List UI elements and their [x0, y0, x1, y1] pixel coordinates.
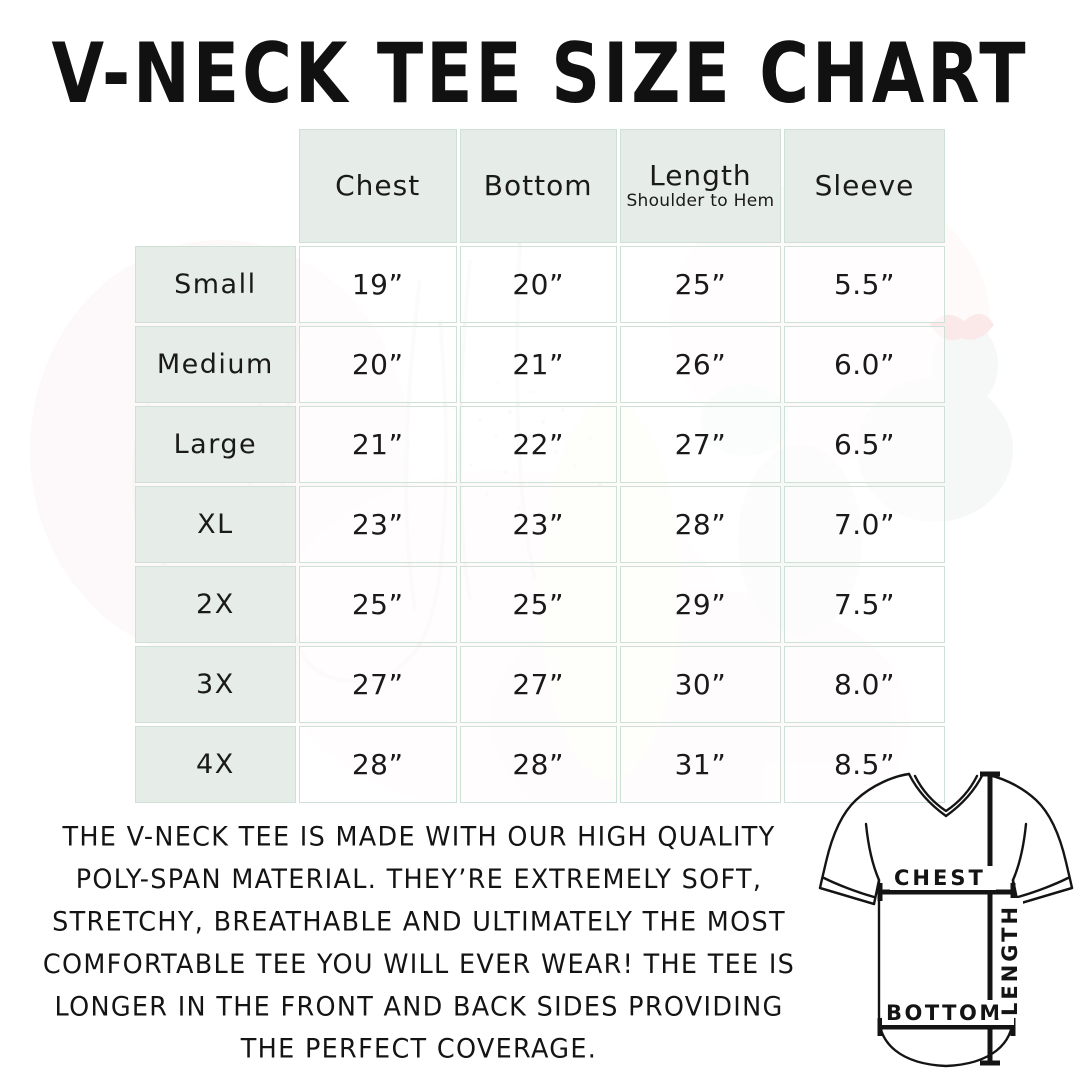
cell-chest: 23” [298, 486, 457, 563]
table-row: Large 21” 22” 27” 6.5” [135, 406, 945, 483]
diagram-label-chest: CHEST [894, 866, 986, 890]
cell-chest: 25” [298, 566, 457, 643]
table-row: 3X 27” 27” 30” 8.0” [135, 646, 945, 723]
cell-bottom: 23” [459, 486, 617, 563]
column-header-bottom-label: Bottom [483, 169, 593, 203]
column-header-chest: Chest [298, 129, 457, 243]
cell-length: 25” [619, 246, 781, 323]
column-header-chest-label: Chest [335, 169, 421, 203]
cell-chest: 19” [298, 246, 457, 323]
row-size-label: XL [135, 486, 296, 563]
cell-chest: 20” [298, 326, 457, 403]
table-row: 2X 25” 25” 29” 7.5” [135, 566, 945, 643]
cell-length: 29” [619, 566, 781, 643]
row-size-label: Small [135, 246, 296, 323]
cell-length: 26” [619, 326, 781, 403]
table-corner-cell [135, 129, 296, 243]
page-title: V-NECK TEE SIZE CHART [51, 25, 1029, 122]
cell-length: 28” [619, 486, 781, 563]
cell-length: 30” [619, 646, 781, 723]
row-size-label: 4X [135, 726, 296, 803]
column-header-length: Length Shoulder to Hem [619, 129, 781, 243]
cell-bottom: 28” [459, 726, 617, 803]
row-size-label: 3X [135, 646, 296, 723]
cell-sleeve: 6.0” [784, 326, 945, 403]
cell-bottom: 21” [459, 326, 617, 403]
cell-sleeve: 7.0” [784, 486, 945, 563]
cell-bottom: 22” [459, 406, 617, 483]
column-header-bottom: Bottom [459, 129, 617, 243]
row-size-label: Large [135, 406, 296, 483]
column-header-sleeve-label: Sleeve [814, 169, 915, 203]
table-header-row: Chest Bottom Length Shoulder to Hem Slee… [135, 129, 945, 243]
table-row: Medium 20” 21” 26” 6.0” [135, 326, 945, 403]
tee-measurement-diagram: CHEST BOTTOM LENGTH [812, 758, 1080, 1080]
cell-chest: 21” [298, 406, 457, 483]
cell-length: 31” [619, 726, 781, 803]
product-description: THE V-NECK TEE IS MADE WITH OUR HIGH QUA… [42, 821, 796, 1066]
table-row: XL 23” 23” 28” 7.0” [135, 486, 945, 563]
cell-length: 27” [619, 406, 781, 483]
table-row: 4X 28” 28” 31” 8.5” [135, 726, 945, 803]
column-header-length-sublabel: Shoulder to Hem [626, 190, 775, 211]
size-chart-table: Chest Bottom Length Shoulder to Hem Slee… [132, 126, 948, 806]
column-header-length-label: Length [649, 159, 752, 193]
row-size-label: Medium [135, 326, 296, 403]
cell-bottom: 25” [459, 566, 617, 643]
cell-sleeve: 8.0” [784, 646, 945, 723]
diagram-label-length: LENGTH [998, 904, 1022, 1016]
row-size-label: 2X [135, 566, 296, 643]
cell-sleeve: 5.5” [784, 246, 945, 323]
table-row: Small 19” 20” 25” 5.5” [135, 246, 945, 323]
cell-sleeve: 7.5” [784, 566, 945, 643]
cell-bottom: 20” [459, 246, 617, 323]
diagram-label-bottom: BOTTOM [886, 1001, 1003, 1025]
cell-chest: 27” [298, 646, 457, 723]
cell-bottom: 27” [459, 646, 617, 723]
cell-sleeve: 6.5” [784, 406, 945, 483]
cell-chest: 28” [298, 726, 457, 803]
column-header-sleeve: Sleeve [784, 129, 945, 243]
